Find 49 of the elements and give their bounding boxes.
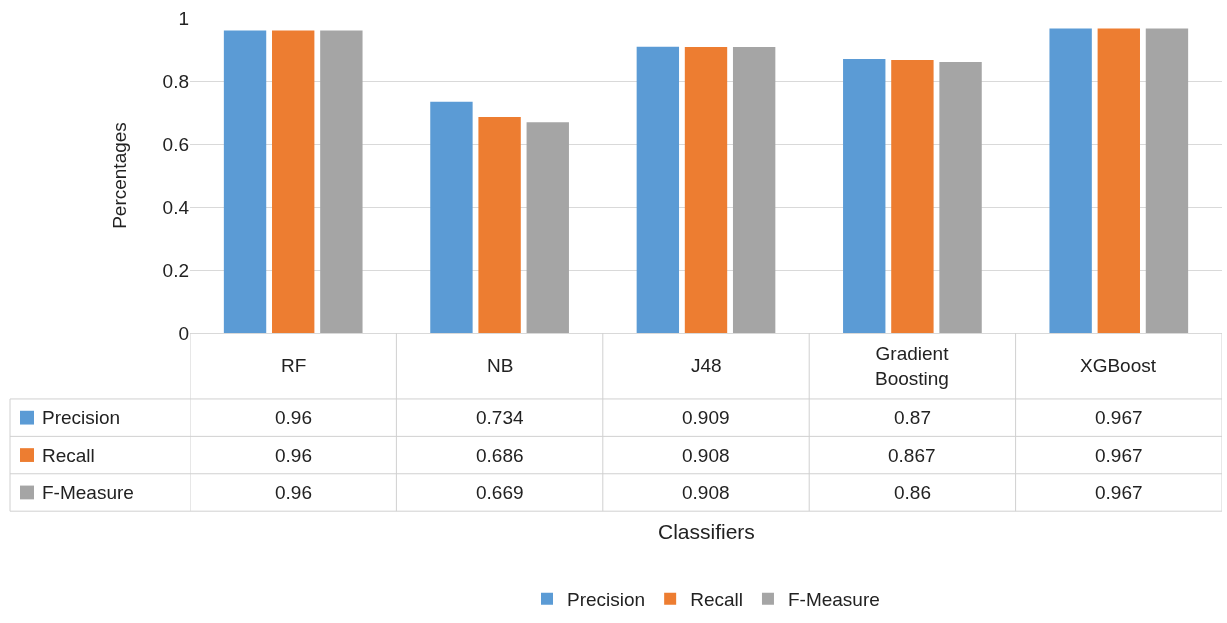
legend-label: Precision <box>42 407 121 428</box>
text: F-Measure <box>787 589 880 611</box>
bar <box>320 30 363 333</box>
bar <box>430 101 473 333</box>
data-label: 0.96 <box>275 482 312 503</box>
data-label: 0.908 <box>682 482 730 503</box>
data-label: 0.669 <box>476 482 524 503</box>
bar <box>684 46 728 333</box>
bar <box>1145 28 1189 333</box>
x-tick-label: NB <box>487 355 514 376</box>
y-tick-label: 0.4 <box>162 196 190 218</box>
bar <box>223 30 267 333</box>
bar <box>843 58 886 333</box>
y-tick-label: 0.6 <box>162 133 189 155</box>
y-axis-title: Percentages <box>109 122 131 229</box>
bar <box>732 46 776 333</box>
data-label: 0.87 <box>894 407 931 428</box>
data-label: 0.867 <box>888 445 936 466</box>
x-tick-label: Gradient Boosting <box>875 343 950 389</box>
y-tick-label: 0.8 <box>162 70 189 92</box>
bar <box>272 30 315 333</box>
data-label: 0.908 <box>682 445 730 466</box>
legend-label: Recall <box>42 445 95 466</box>
text: Classifiers <box>658 520 755 543</box>
text: Recall <box>690 589 743 611</box>
y-tick-label: 0.2 <box>162 259 189 281</box>
bar <box>478 116 521 333</box>
bar <box>1049 28 1092 333</box>
data-label: 0.96 <box>275 407 312 428</box>
bar <box>1097 28 1140 333</box>
data-label: 0.967 <box>1095 482 1143 503</box>
bar <box>636 46 680 333</box>
data-label: 0.86 <box>894 482 931 503</box>
bar <box>891 59 934 333</box>
data-label: 0.734 <box>476 407 524 428</box>
bar <box>939 62 982 333</box>
x-tick-label: XGBoost <box>1080 355 1157 376</box>
bar <box>526 122 569 333</box>
x-tick-label: J48 <box>691 355 722 376</box>
data-label: 0.96 <box>275 445 312 466</box>
legend-label: F-Measure <box>42 482 134 503</box>
data-label: 0.909 <box>682 407 730 428</box>
y-tick-label: 0 <box>178 322 189 344</box>
data-label: 0.967 <box>1095 407 1143 428</box>
x-tick-label: RF <box>281 355 307 376</box>
text: Precision <box>567 589 646 611</box>
y-tick-label: 1 <box>178 7 189 29</box>
data-label: 0.967 <box>1095 445 1143 466</box>
data-label: 0.686 <box>476 445 524 466</box>
